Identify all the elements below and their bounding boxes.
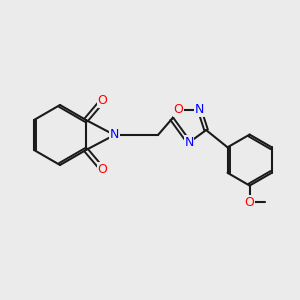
Text: O: O — [245, 196, 255, 208]
Text: O: O — [173, 103, 183, 116]
Text: O: O — [98, 94, 107, 107]
Text: N: N — [110, 128, 119, 142]
Text: N: N — [195, 103, 204, 116]
Text: O: O — [98, 163, 107, 176]
Text: N: N — [184, 136, 194, 149]
